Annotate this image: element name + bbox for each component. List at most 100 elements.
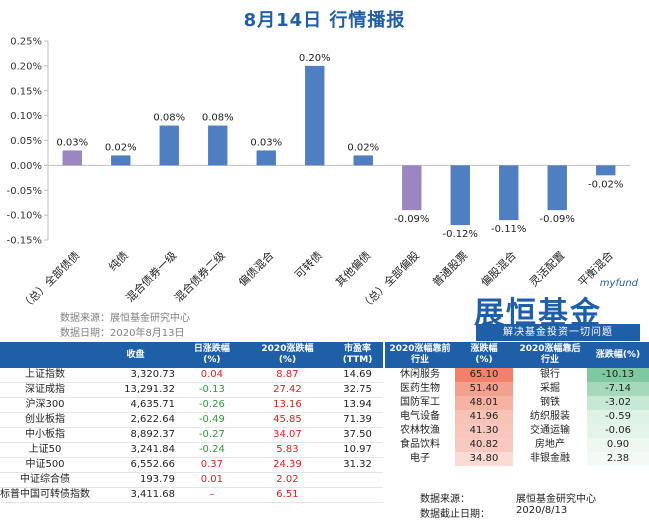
index-ytd-change: 27.42 bbox=[242, 382, 333, 398]
sector-bottom-name: 房地产 bbox=[535, 439, 565, 450]
y-tick-label: 0.20% bbox=[10, 61, 42, 72]
index-ytd-change: 45.85 bbox=[242, 412, 333, 428]
sector-top-value: 34.80 bbox=[455, 452, 513, 466]
index-table-header: 收盘 日涨跌幅 (%) 2020涨跌幅 (%) 市盈率 (TTM) bbox=[0, 342, 383, 368]
index-close: 193.79 bbox=[90, 472, 181, 488]
index-close: 13,291.32 bbox=[90, 382, 181, 398]
y-tick-label: -0.05% bbox=[7, 186, 42, 197]
sector-header-bot: 2020涨幅靠后 行业 bbox=[513, 342, 587, 368]
data-label: -0.09% bbox=[540, 214, 575, 225]
sector-top-name: 国防军工 bbox=[400, 397, 440, 408]
category-label: （总）全部债债 bbox=[18, 248, 82, 312]
index-close: 3,241.84 bbox=[90, 442, 181, 458]
sector-row: 食品饮料 40.82 房地产 0.90 bbox=[385, 438, 649, 452]
index-pe: 32.75 bbox=[332, 382, 383, 398]
category-label: 其他偏债 bbox=[332, 248, 373, 289]
page-title: 8月14日 行情播报 bbox=[243, 10, 406, 31]
index-name: 创业板指 bbox=[0, 412, 90, 428]
sector-bottom-value: -0.59 bbox=[587, 410, 649, 424]
index-close: 3,411.68 bbox=[90, 487, 181, 503]
index-pe: 13.94 bbox=[332, 397, 383, 413]
index-pe: 71.39 bbox=[332, 412, 383, 428]
sector-header-bot-val: 涨跌幅(%) bbox=[587, 342, 649, 368]
bar bbox=[159, 125, 179, 166]
sector-table: 2020涨幅靠前 行业 涨跌幅 (%) 2020涨幅靠后 行业 涨跌幅(%) 休闲服务… bbox=[385, 342, 649, 466]
brand-logo: myfund 展恒基金 解决基金投资一切问题 bbox=[470, 278, 642, 342]
index-row: 中小板指 8,892.37 -0.27 34.07 37.50 bbox=[0, 427, 383, 443]
index-header-ytd: 2020涨跌幅 (%) bbox=[242, 342, 333, 368]
footer-source-value: 展恒基金研究中心 bbox=[516, 494, 596, 505]
chart-source: 数据来源：展恒基金研究中心 bbox=[60, 313, 190, 324]
sector-bottom-value: -10.13 bbox=[587, 368, 649, 382]
sector-top-value: 51.40 bbox=[455, 382, 513, 396]
category-label: 混合债券一级 bbox=[123, 248, 180, 305]
bar bbox=[499, 165, 519, 221]
sector-bottom-value: -0.06 bbox=[587, 424, 649, 438]
sector-top-name: 农林牧渔 bbox=[400, 425, 440, 436]
data-label: 0.03% bbox=[56, 137, 88, 148]
sector-top-name: 医药生物 bbox=[400, 383, 440, 394]
y-tick-label: -0.15% bbox=[7, 236, 42, 247]
index-day-change: 0.01 bbox=[181, 472, 243, 488]
sector-top-name: 食品饮料 bbox=[400, 439, 440, 450]
sector-bottom-name: 交通运输 bbox=[530, 425, 570, 436]
category-label: 纯债 bbox=[105, 248, 130, 273]
index-close: 8,892.37 bbox=[90, 427, 181, 443]
index-header-day: 日涨跌幅 (%) bbox=[181, 342, 243, 368]
index-close: 6,552.66 bbox=[90, 457, 181, 473]
bar bbox=[256, 150, 276, 166]
index-day-change: -0.24 bbox=[181, 442, 243, 458]
category-label: 偏债混合 bbox=[235, 248, 276, 289]
index-name: 上证50 bbox=[0, 442, 90, 458]
index-close: 3,320.73 bbox=[90, 368, 181, 383]
category-label: 混合债券二级 bbox=[171, 248, 228, 305]
y-tick-label: 0.15% bbox=[10, 86, 42, 97]
index-row: 创业板指 2,622.64 -0.49 45.85 71.39 bbox=[0, 412, 383, 428]
index-name: 上证指数 bbox=[0, 368, 90, 383]
index-row: 上证指数 3,320.73 0.04 8.87 14.69 bbox=[0, 368, 383, 383]
index-row: 上证50 3,241.84 -0.24 5.83 10.97 bbox=[0, 442, 383, 458]
index-table: 收盘 日涨跌幅 (%) 2020涨跌幅 (%) 市盈率 (TTM) 上证指数 3,320… bbox=[0, 342, 383, 503]
bar bbox=[353, 155, 373, 166]
data-label: 0.03% bbox=[250, 137, 282, 148]
index-pe bbox=[332, 487, 383, 503]
index-name: 标普中国可转债指数 bbox=[0, 487, 90, 503]
sector-header-top: 2020涨幅靠前 行业 bbox=[385, 342, 455, 368]
sector-bottom-value: -3.02 bbox=[587, 396, 649, 410]
y-tick-label: 0.10% bbox=[10, 111, 42, 122]
bar bbox=[305, 65, 325, 166]
index-day-change: 0.04 bbox=[181, 368, 243, 383]
data-label: 0.02% bbox=[105, 142, 137, 153]
bar bbox=[402, 165, 422, 211]
bar bbox=[596, 165, 616, 176]
y-tick-label: 0.25% bbox=[10, 37, 42, 48]
sector-top-value: 40.82 bbox=[455, 438, 513, 452]
index-header-pe: 市盈率 (TTM) bbox=[332, 342, 383, 368]
sector-top-value: 48.01 bbox=[455, 396, 513, 410]
sector-row: 国防军工 48.01 钢铁 -3.02 bbox=[385, 396, 649, 410]
index-row: 中证综合债 193.79 0.01 2.02 bbox=[0, 472, 383, 488]
data-label: -0.12% bbox=[443, 229, 478, 240]
footer-date-label: 数据截止日期： bbox=[420, 509, 490, 520]
sector-bottom-value: 2.38 bbox=[587, 452, 649, 466]
sector-header-top-val: 涨跌幅 (%) bbox=[455, 342, 513, 368]
sector-table-header: 2020涨幅靠前 行业 涨跌幅 (%) 2020涨幅靠后 行业 涨跌幅(%) bbox=[385, 342, 649, 368]
logo-small-text: myfund bbox=[599, 278, 638, 289]
index-header-close: 收盘 bbox=[90, 342, 181, 368]
sector-bottom-value: -7.14 bbox=[587, 382, 649, 396]
sector-top-name: 休闲服务 bbox=[400, 369, 440, 380]
index-row: 沪深300 4,635.71 -0.26 13.16 13.94 bbox=[0, 397, 383, 413]
data-label: 0.08% bbox=[202, 113, 234, 124]
sector-bottom-name: 采掘 bbox=[540, 383, 560, 394]
index-close: 2,622.64 bbox=[90, 412, 181, 428]
index-pe: 37.50 bbox=[332, 427, 383, 443]
index-ytd-change: 2.02 bbox=[242, 472, 333, 488]
bar-chart: 0.25% 0.20% 0.15% 0.10% 0.05% 0.00% -0.05% -0.1… bbox=[7, 37, 630, 313]
index-ytd-change: 8.87 bbox=[242, 368, 333, 383]
index-ytd-change: 34.07 bbox=[242, 427, 333, 443]
index-name: 深证成指 bbox=[0, 382, 90, 398]
sector-top-name: 电子 bbox=[410, 453, 430, 464]
index-pe: 14.69 bbox=[332, 368, 383, 383]
index-pe: 31.32 bbox=[332, 457, 383, 473]
index-pe: 10.97 bbox=[332, 442, 383, 458]
